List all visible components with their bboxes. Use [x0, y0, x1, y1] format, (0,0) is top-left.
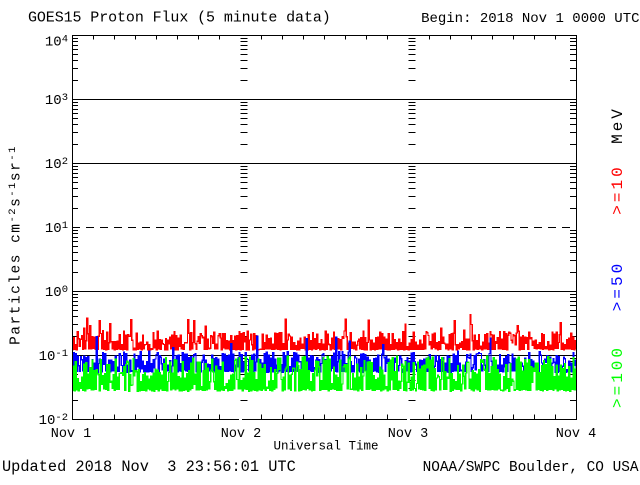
svg-text:NOAA/SWPC Boulder, CO USA: NOAA/SWPC Boulder, CO USA [423, 460, 639, 476]
svg-text:>=10: >=10 [609, 164, 627, 214]
svg-text:Nov 2: Nov 2 [221, 427, 262, 442]
svg-text:Universal Time: Universal Time [273, 440, 378, 454]
svg-text:MeV: MeV [609, 106, 627, 144]
svg-text:GOES15 Proton Flux (5 minute d: GOES15 Proton Flux (5 minute data) [28, 10, 331, 27]
svg-text:Nov 1: Nov 1 [51, 427, 92, 442]
svg-text:>=100: >=100 [609, 345, 627, 408]
svg-text:Begin: 2018 Nov 1 0000 UTC: Begin: 2018 Nov 1 0000 UTC [421, 11, 639, 27]
svg-text:Updated 2018 Nov 3 23:56:01 U: Updated 2018 Nov 3 23:56:01 UTC [2, 458, 296, 476]
svg-text:>=50: >=50 [609, 261, 627, 311]
svg-text:Nov 4: Nov 4 [556, 427, 597, 442]
svg-text:Particles cm-2s-1sr-1: Particles cm-2s-1sr-1 [7, 145, 25, 345]
svg-text:Nov 3: Nov 3 [388, 427, 429, 442]
